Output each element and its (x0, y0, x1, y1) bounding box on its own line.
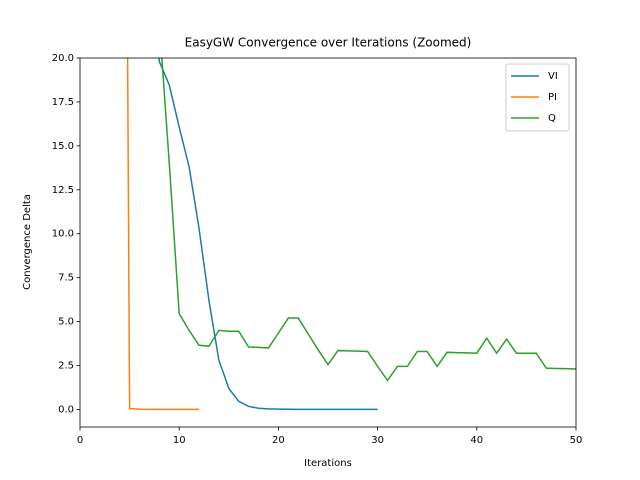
line-series (158, 58, 378, 411)
y-axis-label: Convergence Delta (22, 194, 33, 290)
x-tick-label: 30 (371, 435, 384, 446)
y-tick-label: 7.5 (58, 273, 74, 284)
line-series (161, 58, 576, 382)
x-tick-label: 20 (272, 435, 285, 446)
legend-label: PI (548, 92, 557, 103)
x-tick-label: 50 (570, 435, 583, 446)
y-tick-label: 5.0 (58, 317, 74, 328)
axes-frame (79, 57, 577, 428)
x-tick-label: 40 (470, 435, 483, 446)
y-tick-label: 10.0 (52, 229, 74, 240)
plot-area (126, 58, 576, 411)
legend-label: VI (548, 71, 558, 82)
chart-title: EasyGW Convergence over Iterations (Zoom… (185, 36, 472, 50)
y-tick-label: 2.5 (58, 361, 74, 372)
line-series (126, 58, 200, 411)
y-tick-label: 17.5 (52, 97, 74, 108)
y-tick-label: 12.5 (52, 185, 74, 196)
y-tick-label: 15.0 (52, 141, 74, 152)
y-tick-label: 20.0 (52, 53, 74, 64)
legend-label: Q (548, 113, 556, 124)
x-axis-label: Iterations (304, 458, 352, 469)
y-tick-label: 0.0 (58, 404, 74, 415)
x-tick-label: 10 (173, 435, 186, 446)
x-tick-label: 0 (77, 435, 83, 446)
